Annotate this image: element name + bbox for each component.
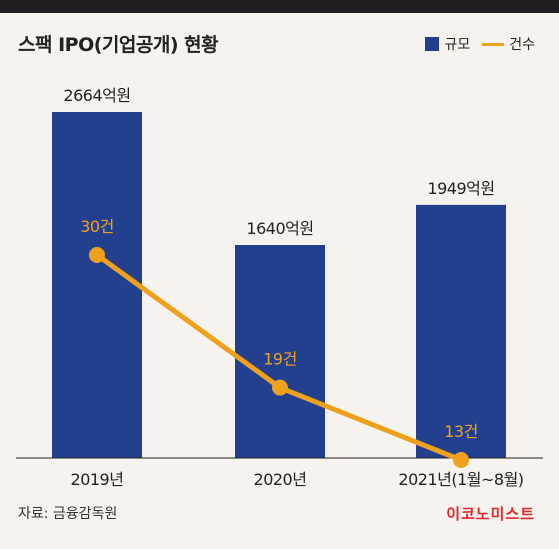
top-bar [0,0,559,13]
x-tick-label-0: 2019년 [71,470,124,489]
brand-logo: 이코노미스트 [446,505,535,523]
legend: 규모 건수 [425,34,535,54]
legend-line-label: 건수 [509,37,535,53]
bar-1 [235,244,325,458]
count-point-1 [272,379,288,396]
x-tick-label-1: 2020년 [254,470,307,489]
bar-2 [416,204,506,458]
count-label-0: 30건 [80,217,114,236]
count-point-2 [453,452,469,468]
source-note: 자료: 금융감독원 [18,506,118,522]
count-label-1: 19건 [263,350,297,369]
count-point-0 [89,247,105,263]
legend-bar-label: 규모 [444,37,471,53]
bar-value-label-2: 1949억원 [427,179,494,198]
x-tick-label-2: 2021년(1월~8월) [398,470,523,489]
legend-bar-swatch [425,37,440,51]
bar-value-label-1: 1640억원 [246,219,313,238]
chart-title: 스팩 IPO(기업공개) 현황 [18,34,219,56]
count-label-2: 13건 [444,422,478,441]
bar-value-label-0: 2664억원 [63,86,130,105]
bar-0 [52,112,142,458]
legend-line-swatch [482,42,505,46]
